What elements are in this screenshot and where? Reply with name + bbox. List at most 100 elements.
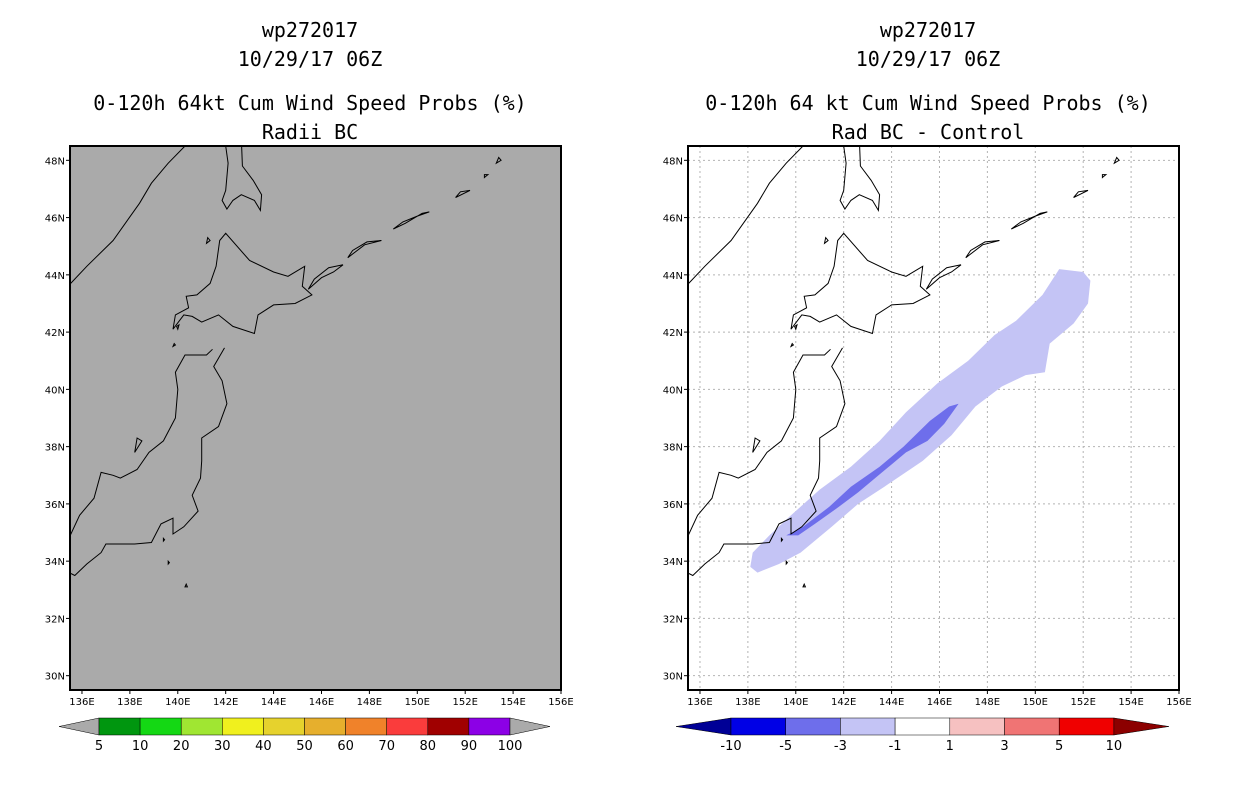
lat-tick-label: 44N xyxy=(663,271,683,282)
lat-tick-label: 38N xyxy=(45,443,65,454)
difference-swath-light xyxy=(750,269,1091,573)
island-outline xyxy=(785,559,789,566)
lon-tick-label: 152E xyxy=(452,697,477,708)
difference-swath-dark xyxy=(786,403,959,536)
colorbar-swatch xyxy=(98,717,141,736)
colorbar-swatch xyxy=(263,717,305,736)
colorbar-label: 5 xyxy=(1055,739,1063,754)
island-outline xyxy=(789,342,795,348)
kuril-island-outline xyxy=(307,264,344,290)
lon-tick-label: 136E xyxy=(69,697,94,708)
kuril-island-outline xyxy=(455,189,471,198)
colorbar-swatch xyxy=(180,717,223,736)
asia-coastline xyxy=(688,146,804,285)
colorbar-swatch xyxy=(840,717,896,736)
lon-tick-label: 156E xyxy=(548,697,573,708)
colorbar-swatch xyxy=(785,717,841,736)
left-map-panel: 136E 138E 140E 142E 144E 146E 148E 150E 152E 154E… xyxy=(45,145,574,708)
colorbar-label: 10 xyxy=(1106,739,1123,754)
lat-tick-label: 48N xyxy=(663,156,683,167)
left-map-background xyxy=(70,146,561,690)
left-axis-ticks: 136E 138E 140E 142E 144E 146E 148E 150E 152E 154E… xyxy=(45,156,574,708)
kuril-island-outline xyxy=(925,264,962,290)
sakhalin-coastline xyxy=(839,146,881,213)
right-map-panel: 136E 138E 140E 142E 144E 146E 148E 150E 152E 154E… xyxy=(663,137,1192,708)
honshu-coastline xyxy=(70,347,228,577)
lon-tick-label: 138E xyxy=(117,697,142,708)
colorbar-label: 1 xyxy=(946,739,954,754)
lon-tick-label: 150E xyxy=(1023,697,1048,708)
lon-tick-label: 144E xyxy=(879,697,904,708)
kuril-island-outline xyxy=(347,240,382,259)
kuril-island-outline xyxy=(393,211,430,230)
colorbar-label: 3 xyxy=(1000,739,1008,754)
kuril-island-outline xyxy=(1073,189,1089,198)
colorbar-swatch xyxy=(949,717,1005,736)
right-map-frame xyxy=(687,145,1180,691)
lat-tick-label: 36N xyxy=(45,500,65,511)
colorbar-label: 60 xyxy=(337,739,354,754)
lon-tick-label: 154E xyxy=(500,697,525,708)
kuril-island-outline xyxy=(1113,156,1120,165)
colorbar-label: 10 xyxy=(132,739,149,754)
kuril-island-outline xyxy=(495,156,502,165)
right-title-line-3: 0-120h 64 kt Cum Wind Speed Probs (%) xyxy=(705,91,1151,115)
lon-tick-label: 144E xyxy=(261,697,286,708)
left-title-line-3: 0-120h 64kt Cum Wind Speed Probs (%) xyxy=(93,91,527,115)
colorbar-swatch xyxy=(386,717,429,736)
lat-tick-label: 42N xyxy=(45,328,65,339)
lon-tick-label: 142E xyxy=(831,697,856,708)
colorbar-label: 20 xyxy=(173,739,190,754)
lat-tick-label: 42N xyxy=(663,328,683,339)
island-outline xyxy=(802,582,807,588)
sakhalin-coastline xyxy=(221,146,263,213)
lat-tick-label: 40N xyxy=(663,385,683,396)
colorbar-swatch xyxy=(304,717,346,736)
kuril-island-outline xyxy=(965,240,1000,259)
island-outline xyxy=(780,536,784,543)
colorbar-swatch xyxy=(427,717,470,736)
lat-tick-label: 32N xyxy=(45,614,65,625)
right-coastlines xyxy=(688,137,1136,588)
island-outline xyxy=(171,342,177,348)
colorbar-label: 70 xyxy=(378,739,395,754)
colorbar-label: 30 xyxy=(214,739,231,754)
lat-tick-label: 44N xyxy=(45,271,65,282)
colorbar-swatch xyxy=(345,717,387,736)
left-map-frame xyxy=(69,145,562,691)
colorbar-swatch xyxy=(139,717,182,736)
colorbar-label: 5 xyxy=(95,739,103,754)
asia-coastline xyxy=(70,146,186,285)
lon-tick-label: 154E xyxy=(1118,697,1143,708)
colorbar-label: -5 xyxy=(779,739,792,754)
lon-tick-label: 140E xyxy=(165,697,190,708)
colorbar-right-arrow xyxy=(509,717,551,736)
kuril-island-outline xyxy=(1131,137,1136,143)
lon-tick-label: 148E xyxy=(975,697,1000,708)
colorbar-label: -10 xyxy=(720,739,741,754)
lon-tick-label: 152E xyxy=(1070,697,1095,708)
kuril-island-outline xyxy=(1011,211,1048,230)
colorbar-label: 80 xyxy=(420,739,437,754)
lat-tick-label: 46N xyxy=(663,214,683,225)
lat-tick-label: 48N xyxy=(45,156,65,167)
right-title-line-1: wp272017 xyxy=(879,18,977,42)
honshu-coastline xyxy=(688,347,846,577)
hokkaido-coastline xyxy=(172,232,313,335)
lat-tick-label: 34N xyxy=(663,557,683,568)
lon-tick-label: 142E xyxy=(213,697,238,708)
colorbar-label: 90 xyxy=(461,739,478,754)
lat-tick-label: 36N xyxy=(663,500,683,511)
lon-tick-label: 140E xyxy=(783,697,808,708)
island-outline xyxy=(167,559,171,566)
colorbar-label: 40 xyxy=(255,739,272,754)
probability-colorbar: 5 10 20 30 40 50 60 70 80 90 100 xyxy=(58,717,551,754)
colorbar-label: 50 xyxy=(296,739,313,754)
lon-tick-label: 136E xyxy=(687,697,712,708)
lat-tick-label: 32N xyxy=(663,614,683,625)
lat-tick-label: 34N xyxy=(45,557,65,568)
colorbar-swatch xyxy=(894,717,951,736)
hokkaido-coastline xyxy=(790,232,931,335)
island-outline xyxy=(205,236,211,245)
left-coastlines xyxy=(70,146,502,588)
